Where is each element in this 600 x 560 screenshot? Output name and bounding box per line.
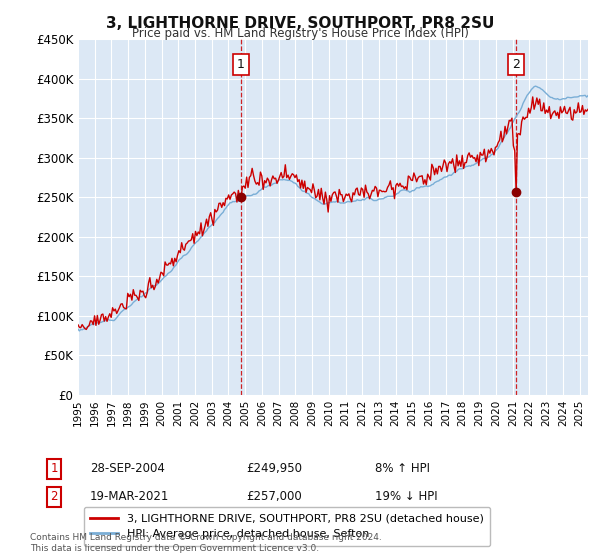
Text: £257,000: £257,000 bbox=[246, 490, 302, 503]
Text: 3, LIGHTHORNE DRIVE, SOUTHPORT, PR8 2SU: 3, LIGHTHORNE DRIVE, SOUTHPORT, PR8 2SU bbox=[106, 16, 494, 31]
Text: £249,950: £249,950 bbox=[246, 462, 302, 475]
Text: 1: 1 bbox=[237, 58, 245, 71]
Text: 2: 2 bbox=[512, 58, 520, 71]
Text: 19-MAR-2021: 19-MAR-2021 bbox=[90, 490, 169, 503]
Text: Contains HM Land Registry data © Crown copyright and database right 2024.
This d: Contains HM Land Registry data © Crown c… bbox=[30, 533, 382, 553]
Text: 28-SEP-2004: 28-SEP-2004 bbox=[90, 462, 165, 475]
Text: 1: 1 bbox=[50, 462, 58, 475]
Text: 19% ↓ HPI: 19% ↓ HPI bbox=[375, 490, 437, 503]
Text: 8% ↑ HPI: 8% ↑ HPI bbox=[375, 462, 430, 475]
Text: 2: 2 bbox=[50, 490, 58, 503]
Legend: 3, LIGHTHORNE DRIVE, SOUTHPORT, PR8 2SU (detached house), HPI: Average price, de: 3, LIGHTHORNE DRIVE, SOUTHPORT, PR8 2SU … bbox=[83, 507, 490, 546]
Text: Price paid vs. HM Land Registry's House Price Index (HPI): Price paid vs. HM Land Registry's House … bbox=[131, 27, 469, 40]
